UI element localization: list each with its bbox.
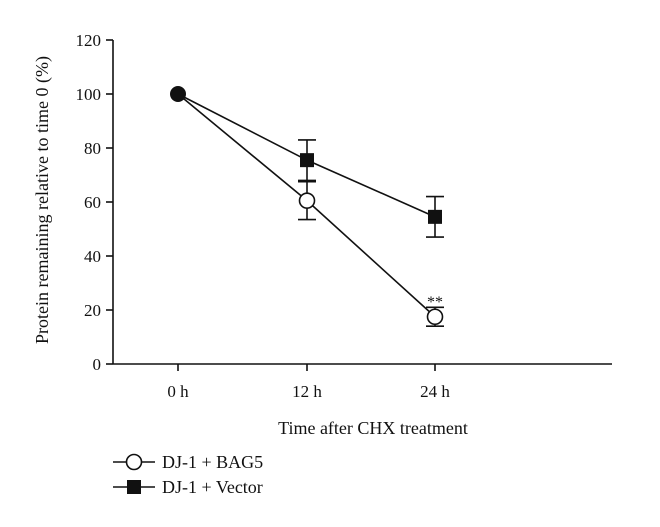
data-point-bag5 — [298, 192, 316, 209]
x-tick-label: 0 h — [167, 382, 189, 401]
y-tick-label: 60 — [84, 193, 101, 212]
x-axis-title: Time after CHX treatment — [278, 418, 468, 438]
y-tick-label: 100 — [76, 85, 102, 104]
legend-marker-vector — [127, 480, 141, 494]
data-point-vector — [300, 153, 314, 168]
data-point-vector — [428, 209, 442, 224]
y-tick-label: 20 — [84, 301, 101, 320]
legend: DJ-1 + BAG5 DJ-1 + Vector — [113, 452, 263, 497]
legend-label: DJ-1 + Vector — [162, 477, 263, 497]
y-tick-label: 80 — [84, 139, 101, 158]
y-tick-label: 40 — [84, 247, 101, 266]
significance-annotation: ** — [427, 294, 443, 311]
legend-label: DJ-1 + BAG5 — [162, 452, 263, 472]
data-point-start — [170, 86, 186, 102]
data-point-bag5 — [426, 308, 444, 326]
x-tick-label: 24 h — [420, 382, 450, 401]
plot-area: ** — [170, 86, 444, 328]
x-tick-label: 12 h — [292, 382, 322, 401]
legend-marker-bag5 — [125, 453, 143, 471]
y-tick-label: 0 — [93, 355, 102, 374]
y-tick-label: 120 — [76, 31, 102, 50]
y-axis-title: Protein remaining relative to time 0 (%) — [32, 56, 53, 344]
axes: 0 20 40 60 80 100 120 0 h 12 h 24 h — [76, 31, 612, 401]
